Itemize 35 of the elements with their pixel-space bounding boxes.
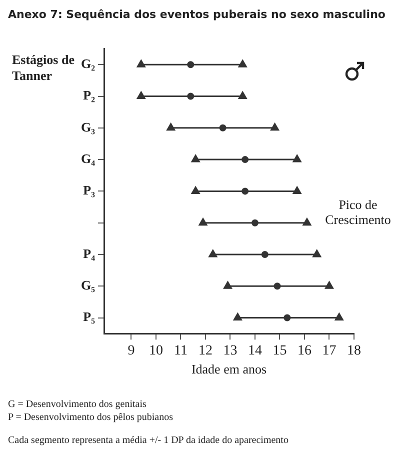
- annotation: Pico de Crescimento: [325, 196, 391, 227]
- x-tick-label: 13: [223, 344, 238, 359]
- x-tick-label: 9: [128, 344, 135, 359]
- point: [191, 186, 200, 194]
- x-tick-label: 16: [297, 344, 312, 359]
- x-tick-label: 18: [347, 344, 361, 359]
- x-axis-title: Idade em anos: [191, 362, 267, 377]
- y-tick-label: G₂: [80, 56, 96, 71]
- point: [136, 60, 146, 68]
- y-axis-title: Estágios de Tanner: [12, 52, 74, 83]
- x-tick-label: 17: [322, 344, 336, 359]
- y-tick-label: P₄: [83, 246, 96, 261]
- point: [238, 91, 248, 100]
- y-tick-label: G₄: [80, 150, 96, 166]
- point: [292, 154, 302, 162]
- x-tick-label: 11: [174, 344, 188, 359]
- point: [334, 312, 344, 321]
- point: [238, 60, 248, 68]
- x-tick-label: 14: [248, 344, 262, 359]
- chart-title: Anexo 7: Sequência dos eventos puberais no sexo masculino: [8, 8, 386, 23]
- x-tick-label: 12: [198, 344, 212, 359]
- point: [292, 186, 302, 194]
- y-tick-label: G₃: [80, 119, 96, 134]
- text: P = Desenvolvimento dos pêlos pubianos: [8, 411, 174, 424]
- y-tick-label: P₃: [83, 182, 96, 198]
- text: G = Desenvolvimento dos genitais: [8, 398, 148, 411]
- y-tick-label: G₅: [80, 277, 96, 292]
- y-tick-label: P₂: [83, 88, 96, 103]
- point: [324, 281, 334, 289]
- y-tick-label: P₅: [83, 309, 96, 324]
- x-tick-label: 15: [272, 344, 287, 359]
- point: [223, 281, 232, 289]
- point: [191, 154, 200, 162]
- x-tick-label: 10: [148, 344, 163, 359]
- text: Cada segmento representa a média +/- 1 DP da idade do aparecimento: [8, 434, 290, 447]
